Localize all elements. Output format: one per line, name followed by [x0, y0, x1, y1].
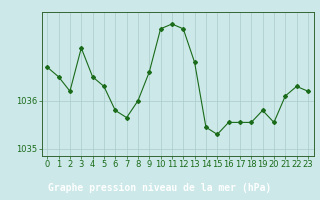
Text: Graphe pression niveau de la mer (hPa): Graphe pression niveau de la mer (hPa) [48, 183, 272, 193]
